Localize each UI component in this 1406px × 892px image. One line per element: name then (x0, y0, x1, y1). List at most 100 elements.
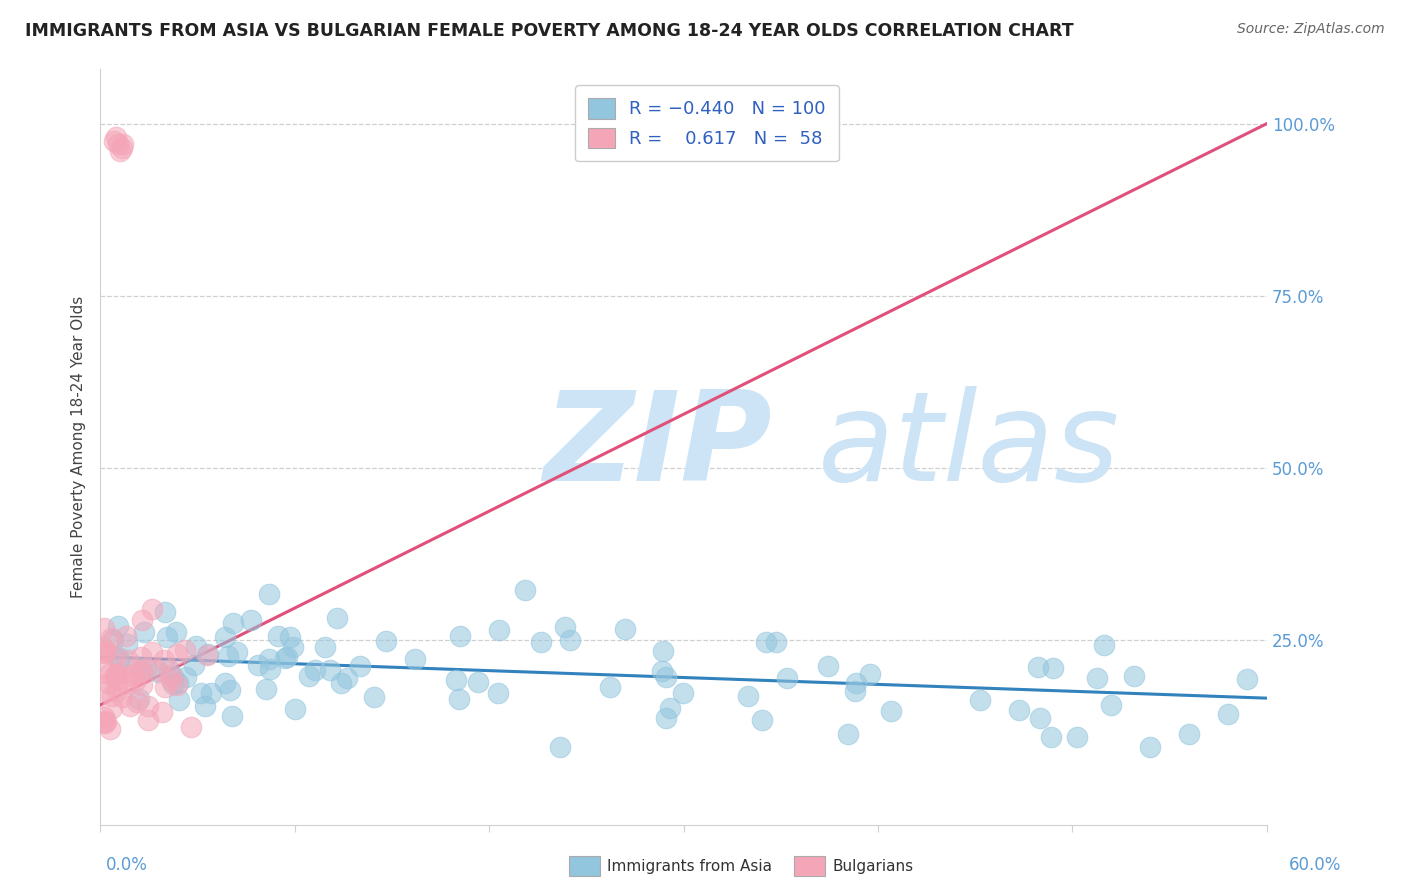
Point (197, 647, 219, 661)
Point (1139, 740, 1161, 755)
Point (101, 632, 124, 647)
Point (107, 683, 129, 698)
Point (845, 675, 868, 690)
Point (274, 651, 297, 665)
Text: Source: ZipAtlas.com: Source: ZipAtlas.com (1237, 22, 1385, 37)
Point (105, 672, 128, 686)
Point (162, 670, 184, 684)
Point (104, 669, 127, 683)
Point (159, 668, 181, 682)
Text: Immigrants from Asia: Immigrants from Asia (607, 859, 772, 873)
Point (254, 682, 277, 697)
Point (284, 702, 307, 716)
Y-axis label: Female Poverty Among 18-24 Year Olds: Female Poverty Among 18-24 Year Olds (72, 296, 86, 599)
Point (444, 673, 467, 687)
Point (266, 629, 288, 643)
Point (93, 662, 115, 676)
Point (257, 587, 280, 601)
Point (844, 683, 866, 698)
Point (214, 630, 236, 644)
Point (93, 644, 115, 658)
Point (100, 701, 122, 715)
Point (276, 650, 298, 665)
Point (111, 690, 134, 705)
Point (326, 611, 349, 625)
Point (1236, 672, 1258, 686)
Point (101, 689, 124, 703)
Point (336, 671, 359, 685)
Point (221, 709, 243, 723)
Point (136, 713, 159, 727)
Point (155, 605, 177, 619)
Point (1066, 730, 1088, 744)
Point (141, 645, 163, 659)
Point (486, 685, 509, 699)
Point (96, 714, 118, 729)
Point (131, 664, 153, 678)
Point (222, 616, 245, 631)
Point (107, 618, 129, 632)
Point (97, 675, 120, 690)
Point (108, 144, 131, 158)
Text: ZIP: ZIP (544, 386, 772, 508)
Point (141, 602, 163, 616)
Point (122, 666, 145, 681)
Point (247, 657, 270, 672)
Point (655, 711, 678, 725)
Point (132, 625, 155, 640)
Point (98, 722, 121, 736)
Text: IMMIGRANTS FROM ASIA VS BULGARIAN FEMALE POVERTY AMONG 18-24 YEAR OLDS CORRELATI: IMMIGRANTS FROM ASIA VS BULGARIAN FEMALE… (25, 22, 1074, 40)
Point (180, 720, 202, 734)
Point (124, 673, 146, 688)
Point (118, 699, 141, 714)
Point (104, 130, 127, 145)
Point (104, 667, 127, 681)
Point (108, 654, 131, 668)
Point (599, 681, 621, 695)
Point (751, 713, 773, 727)
Point (765, 635, 787, 649)
Point (969, 693, 991, 707)
Point (115, 637, 138, 651)
Legend: R = −0.440   N = 100, R =    0.617   N =  58: R = −0.440 N = 100, R = 0.617 N = 58 (575, 85, 838, 161)
Point (755, 634, 778, 648)
Point (93, 640, 115, 655)
Point (314, 640, 336, 654)
Point (240, 613, 263, 627)
Point (219, 682, 242, 697)
Point (117, 653, 139, 667)
Point (100, 631, 122, 645)
Point (183, 658, 205, 673)
Point (1099, 698, 1122, 712)
Point (837, 727, 859, 741)
Point (548, 740, 571, 755)
Text: Bulgarians: Bulgarians (832, 859, 914, 873)
Point (98, 666, 121, 681)
Point (108, 650, 131, 665)
Point (153, 681, 176, 695)
Point (776, 671, 799, 685)
Point (104, 648, 127, 663)
Point (449, 629, 471, 643)
Point (125, 660, 148, 674)
Point (330, 676, 353, 690)
Point (613, 622, 636, 636)
Point (278, 630, 301, 644)
Point (94, 645, 117, 659)
Point (1008, 703, 1031, 717)
Point (304, 663, 326, 677)
Point (530, 635, 553, 649)
Point (174, 670, 197, 684)
Point (319, 663, 342, 677)
Point (167, 676, 190, 690)
Point (214, 676, 236, 690)
Point (131, 678, 153, 692)
Point (363, 690, 385, 704)
Point (190, 686, 212, 700)
Point (259, 662, 281, 676)
Point (226, 645, 249, 659)
Point (157, 663, 180, 677)
Point (655, 670, 678, 684)
Point (217, 649, 239, 664)
Point (128, 692, 150, 706)
